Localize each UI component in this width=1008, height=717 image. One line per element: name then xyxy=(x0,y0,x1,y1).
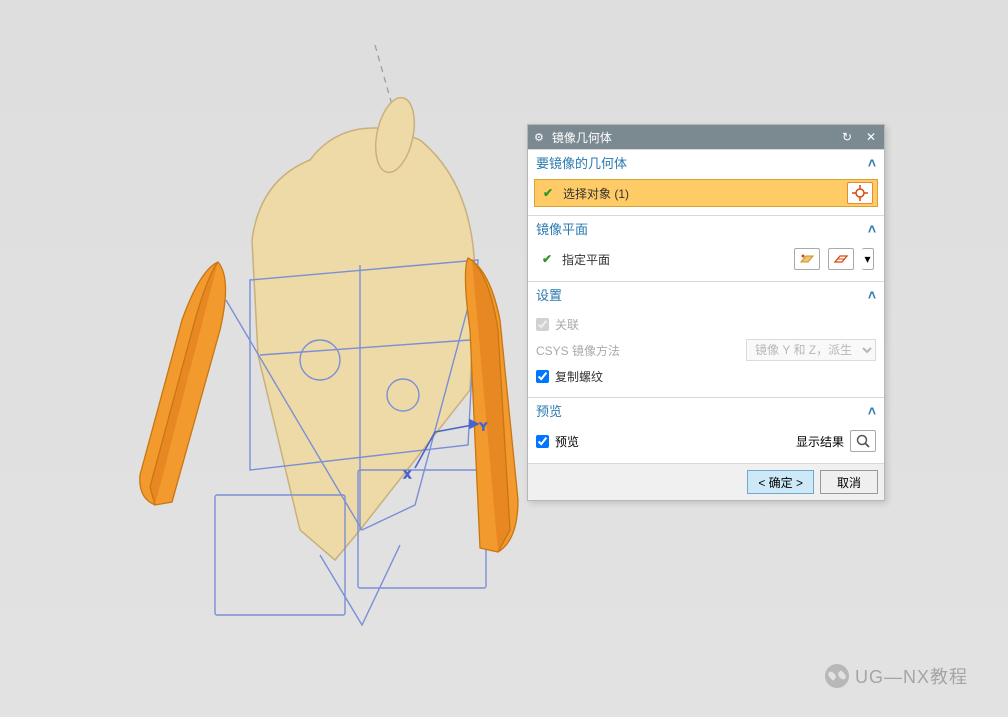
copy-thread-checkbox[interactable] xyxy=(536,370,549,383)
svg-text:X: X xyxy=(404,470,411,481)
dialog-title: 镜像几何体 xyxy=(552,129,832,146)
mirror-geometry-dialog: 镜像几何体 ↻ ✕ 要镜像的几何体 ˄ ✔ 选择对象 (1) 镜像平面 ˄ ✔ … xyxy=(527,124,885,501)
svg-text:Y: Y xyxy=(480,422,487,433)
ok-button[interactable]: < 确定 > xyxy=(747,470,814,494)
csys-row: CSYS 镜像方法 镜像 Y 和 Z，派生 xyxy=(534,337,878,363)
plane-dropdown[interactable]: ▾ xyxy=(862,248,874,270)
section-header-preview[interactable]: 预览 ˄ xyxy=(528,397,884,423)
dialog-buttons: < 确定 > 取消 xyxy=(528,463,884,500)
watermark: UG—NX教程 xyxy=(825,663,968,689)
copy-thread-row[interactable]: 复制螺纹 xyxy=(534,363,878,389)
crosshair-icon[interactable] xyxy=(847,182,873,204)
watermark-text: UG—NX教程 xyxy=(855,663,968,689)
magnify-icon[interactable] xyxy=(850,430,876,452)
chevron-up-icon: ˄ xyxy=(868,403,876,419)
plane-pick-icon[interactable] xyxy=(794,248,820,270)
specify-plane-row[interactable]: ✔ 指定平面 ▾ xyxy=(534,245,878,273)
section-header-plane[interactable]: 镜像平面 ˄ xyxy=(528,215,884,241)
preview-row[interactable]: 预览 显示结果 xyxy=(534,427,878,455)
check-icon: ✔ xyxy=(543,186,557,200)
chevron-up-icon: ˄ xyxy=(868,221,876,237)
assoc-checkbox xyxy=(536,318,549,331)
section-header-geometry[interactable]: 要镜像的几何体 ˄ xyxy=(528,149,884,175)
assoc-row: 关联 xyxy=(534,311,878,337)
plane-infer-icon[interactable] xyxy=(828,248,854,270)
chevron-up-icon: ˄ xyxy=(868,287,876,303)
preview-checkbox[interactable] xyxy=(536,435,549,448)
reset-icon[interactable]: ↻ xyxy=(838,128,856,146)
chevron-up-icon: ˄ xyxy=(868,155,876,171)
close-icon[interactable]: ✕ xyxy=(862,128,880,146)
gear-icon xyxy=(534,130,546,144)
csys-select: 镜像 Y 和 Z，派生 xyxy=(746,339,876,361)
show-result-label: 显示结果 xyxy=(796,433,844,450)
wechat-icon xyxy=(825,664,849,688)
dialog-titlebar[interactable]: 镜像几何体 ↻ ✕ xyxy=(528,125,884,149)
check-icon: ✔ xyxy=(542,252,556,266)
cancel-button[interactable]: 取消 xyxy=(820,470,878,494)
select-object-row[interactable]: ✔ 选择对象 (1) xyxy=(534,179,878,207)
section-header-settings[interactable]: 设置 ˄ xyxy=(528,281,884,307)
